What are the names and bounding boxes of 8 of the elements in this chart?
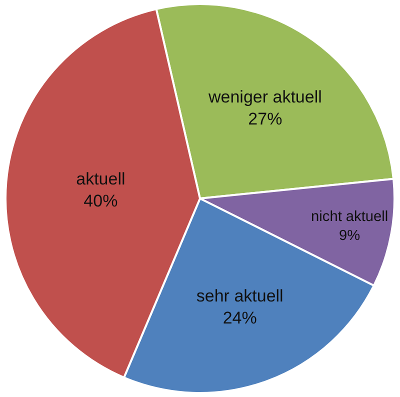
slice-label: aktuell [76,169,126,188]
data-label: 27% [248,110,282,129]
slice-label: nicht aktuell [311,209,388,226]
slice-label: weniger aktuell [207,88,322,107]
data-label: 40% [84,191,118,210]
data-label: 9% [339,228,360,244]
data-label: 24% [222,308,257,328]
slice-label: sehr aktuell [196,286,284,306]
